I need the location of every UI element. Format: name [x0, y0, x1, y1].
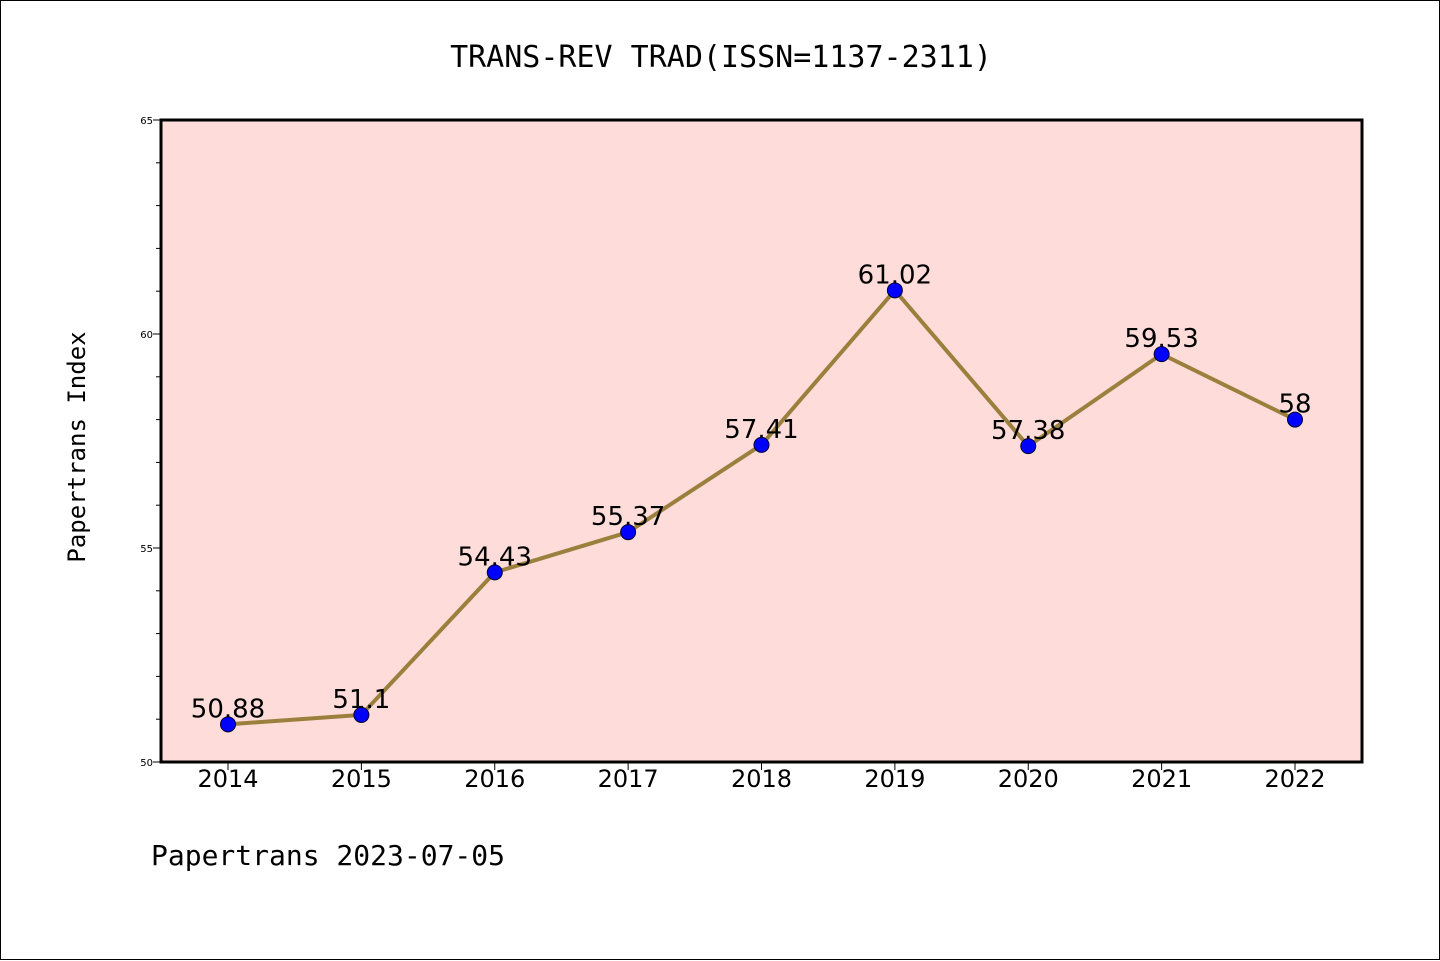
x-tick-label: 2014	[197, 765, 258, 793]
data-point	[620, 524, 637, 541]
axis-ticks: 50 55 60 65 2014 2015 2016 2017 2018 2019 2020 2021…	[140, 116, 1325, 793]
y-tick-label: 65	[140, 116, 153, 127]
y-tick-label: 55	[140, 544, 153, 555]
data-label: 55.37	[591, 502, 665, 532]
data-label: 51.1	[332, 685, 390, 715]
data-point	[220, 716, 236, 733]
data-point	[1020, 438, 1037, 455]
x-tick-label: 2016	[464, 765, 525, 793]
marker-group	[220, 282, 1303, 733]
x-tick-label: 2020	[998, 765, 1059, 793]
data-point	[353, 706, 370, 723]
data-label: 61.02	[858, 260, 932, 290]
data-label: 58	[1278, 390, 1311, 420]
data-point	[753, 436, 770, 453]
data-label: 50.88	[191, 694, 265, 724]
y-tick-label: 60	[140, 330, 153, 341]
x-tick-label: 2022	[1264, 765, 1325, 793]
footer-credit: Papertrans 2023-07-05	[151, 839, 505, 872]
data-label-group: 50.88 51.1 54.43 55.37 57.41 61.02 57.38 59.53 5…	[191, 260, 1312, 724]
y-axis-label: Papertrans Index	[63, 331, 91, 562]
data-point	[886, 282, 903, 299]
data-point	[1153, 346, 1170, 363]
plot-frame	[159, 118, 1364, 764]
y-tick-label: 50	[140, 758, 153, 769]
chart-title: TRANS-REV TRAD(ISSN=1137-2311)	[450, 40, 992, 75]
data-label: 59.53	[1124, 324, 1198, 354]
x-tick-label: 2018	[731, 765, 792, 793]
data-point	[486, 564, 503, 581]
x-tick-label: 2019	[864, 765, 925, 793]
data-label: 54.43	[458, 542, 532, 572]
data-label: 57.41	[724, 415, 798, 445]
data-point	[1287, 411, 1303, 428]
data-label: 57.38	[991, 416, 1065, 446]
x-tick-label: 2015	[331, 765, 392, 793]
x-tick-label: 2017	[598, 765, 659, 793]
x-tick-label: 2021	[1131, 765, 1192, 793]
